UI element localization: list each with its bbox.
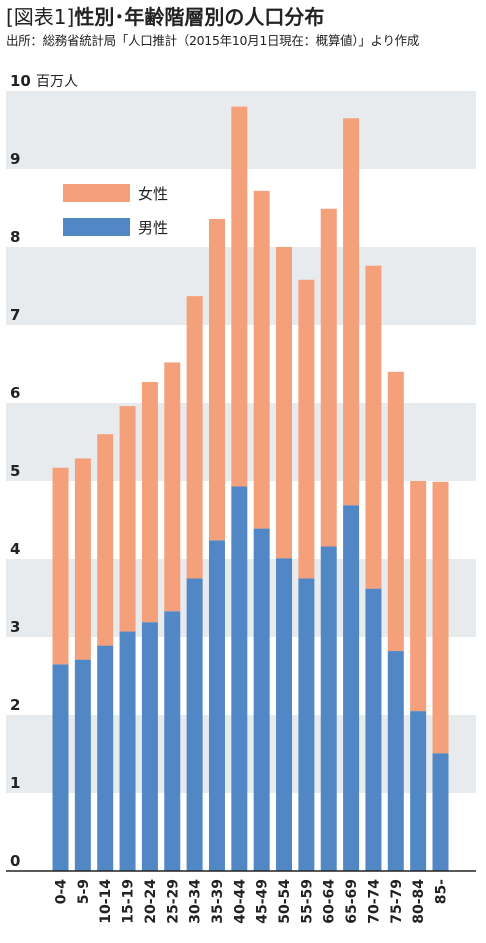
- figure-number: [図表1]: [6, 5, 75, 29]
- bar-male-80-84: [410, 711, 427, 871]
- bar-female-85-: [432, 481, 449, 754]
- bar-male-20-24: [141, 622, 158, 871]
- y-tick-label: 2: [10, 696, 20, 714]
- x-tick-label: 65-69: [344, 879, 360, 924]
- y-tick-label: 10: [10, 72, 31, 90]
- bar-male-55-59: [298, 578, 315, 871]
- legend-swatch-0: [63, 184, 130, 202]
- bar-male-45-49: [253, 528, 270, 871]
- y-unit-label: 百万人: [36, 74, 78, 90]
- x-tick-label: 30-34: [188, 879, 204, 924]
- x-tick-label: 75-79: [389, 879, 405, 924]
- y-axis: 0 1 2 3 4 5 6 7 8 9 10 百万人: [10, 72, 78, 870]
- x-tick-label: 35-39: [210, 879, 226, 924]
- bar-male-75-79: [387, 651, 404, 871]
- bar-female-80-84: [410, 481, 427, 712]
- y-tick-label: 5: [10, 462, 20, 480]
- x-tick-label: 50-54: [277, 879, 293, 924]
- y-tick-label: 1: [10, 774, 20, 792]
- x-tick-label: 20-24: [143, 879, 159, 924]
- bar-female-15-19: [119, 406, 136, 632]
- bar-female-20-24: [141, 381, 158, 623]
- x-tick-label: 40-44: [232, 879, 248, 924]
- bar-female-0-4: [52, 467, 69, 665]
- y-tick-label: 8: [10, 228, 20, 246]
- x-tick-label: 5-9: [76, 879, 92, 904]
- bar-male-25-29: [164, 611, 181, 871]
- legend-swatch-1: [63, 218, 130, 236]
- bar-female-60-64: [320, 208, 337, 547]
- bar-female-10-14: [97, 434, 114, 646]
- bar-female-55-59: [298, 279, 315, 579]
- bar-female-65-69: [343, 118, 360, 506]
- y-tick-label: 4: [10, 540, 20, 558]
- y-tick-label: 6: [10, 384, 20, 402]
- x-tick-label: 15-19: [121, 879, 137, 924]
- bar-male-30-34: [186, 578, 203, 871]
- bar-male-50-54: [276, 558, 293, 871]
- x-tick-label: 25-29: [165, 879, 181, 924]
- source-note: 出所：総務省統計局「人口推計（2015年10月1日現在：概算値）」より作成: [6, 33, 420, 48]
- bar-female-30-34: [186, 296, 203, 579]
- bar-female-35-39: [208, 218, 225, 541]
- bar-male-5-9: [74, 659, 91, 871]
- y-tick-label: 7: [10, 306, 20, 324]
- bar-female-40-44: [231, 106, 248, 487]
- bar-male-60-64: [320, 546, 337, 871]
- x-tick-label: 45-49: [255, 879, 271, 924]
- bars: [52, 106, 449, 871]
- x-axis: 0-4 5-9 10-14 15-19 20-24 25-29 30-34 35-39 40-4…: [6, 870, 476, 924]
- x-tick-label: 85-: [434, 879, 450, 904]
- bar-female-70-74: [365, 265, 382, 589]
- x-tick-label: 80-84: [411, 879, 427, 924]
- bar-female-45-49: [253, 190, 270, 529]
- chart-title: 性別･年齢階層別の人口分布: [74, 5, 325, 29]
- x-tick-label: 70-74: [366, 879, 382, 924]
- bar-male-65-69: [343, 505, 360, 871]
- bar-male-70-74: [365, 588, 382, 871]
- bar-female-25-29: [164, 362, 181, 612]
- bar-female-75-79: [387, 371, 404, 652]
- y-tick-label: 3: [10, 618, 20, 636]
- x-tick-label: 10-14: [98, 879, 114, 924]
- x-tick-label: 0-4: [54, 879, 70, 905]
- bar-male-0-4: [52, 664, 69, 871]
- figure-title: [図表1]性別･年齢階層別の人口分布: [6, 4, 482, 30]
- bar-female-50-54: [276, 247, 293, 559]
- x-tick-label: 60-64: [322, 879, 338, 924]
- y-tick-label: 0: [10, 852, 20, 870]
- bar-male-40-44: [231, 486, 248, 871]
- bar-male-35-39: [208, 540, 225, 871]
- y-tick-label: 9: [10, 150, 20, 168]
- legend-label-1: 男性: [138, 219, 168, 237]
- legend-label-0: 女性: [138, 185, 168, 203]
- bar-male-10-14: [97, 645, 114, 871]
- bar-female-5-9: [74, 458, 91, 660]
- bar-male-85-: [432, 753, 449, 871]
- x-tick-label: 55-59: [299, 879, 315, 924]
- title-block: [図表1]性別･年齢階層別の人口分布 出所：総務省統計局「人口推計（2015年1…: [6, 4, 482, 50]
- bar-male-15-19: [119, 631, 136, 871]
